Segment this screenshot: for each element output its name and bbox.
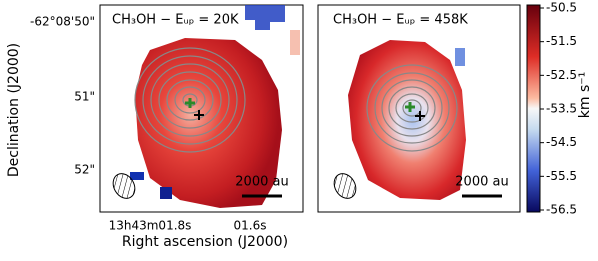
blue-patch xyxy=(130,172,144,180)
y-axis-label: Declination (J2000) xyxy=(6,43,22,177)
colorbar-tick-label: -54.5 xyxy=(546,135,577,149)
colorbar-tick-label: -56.5 xyxy=(546,203,577,217)
green-cross xyxy=(405,102,415,112)
x-axis-label: Right ascension (J2000) xyxy=(122,234,288,250)
contours xyxy=(366,64,458,152)
black-cross xyxy=(415,111,425,121)
black-cross xyxy=(194,110,204,120)
blue-patch xyxy=(160,187,172,199)
blue-patch xyxy=(245,5,285,30)
pale-patch xyxy=(290,30,300,55)
colorbar-tick-label: -51.5 xyxy=(546,34,577,48)
beam xyxy=(333,173,357,199)
x-tick-label: 13h43m01.8s xyxy=(109,219,192,233)
colorbar-label: km s⁻¹ xyxy=(577,72,593,119)
colorbar xyxy=(526,4,541,213)
panel-title: CH₃OH − Eᵤₚ = 20K xyxy=(112,13,239,28)
scale-label: 2000 au xyxy=(235,175,288,190)
colorbar-tick-label: -55.5 xyxy=(546,169,577,183)
colorbar-tick-label: -53.5 xyxy=(546,102,577,116)
panel-right: 2000 au CH₃OH − Eᵤₚ = 458K xyxy=(317,4,521,213)
y-tick-label: -62°08'50" xyxy=(30,15,95,29)
blue-patch xyxy=(455,48,465,66)
colorbar-tick-label: -50.5 xyxy=(546,1,577,15)
green-cross xyxy=(185,98,195,108)
x-tick-label: 01.6s xyxy=(234,219,267,233)
contours xyxy=(134,47,246,153)
scale-label: 2000 au xyxy=(455,175,508,190)
beam xyxy=(112,173,136,199)
panel-left: 2000 au CH₃OH − Eᵤₚ = 20K xyxy=(99,4,304,213)
panel-title: CH₃OH − Eᵤₚ = 458K xyxy=(333,13,468,28)
y-tick-label: 52" xyxy=(74,163,95,177)
y-tick-label: 51" xyxy=(74,90,95,104)
colorbar-tick-label: -52.5 xyxy=(546,68,577,82)
